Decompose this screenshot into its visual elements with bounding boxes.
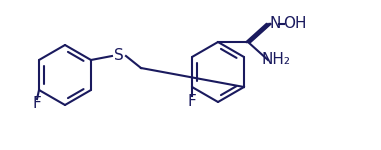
Text: F: F — [33, 96, 42, 111]
Text: N: N — [269, 16, 281, 32]
Text: F: F — [188, 93, 196, 108]
Text: OH: OH — [283, 16, 307, 32]
Text: NH₂: NH₂ — [261, 52, 290, 68]
Text: S: S — [114, 48, 124, 63]
